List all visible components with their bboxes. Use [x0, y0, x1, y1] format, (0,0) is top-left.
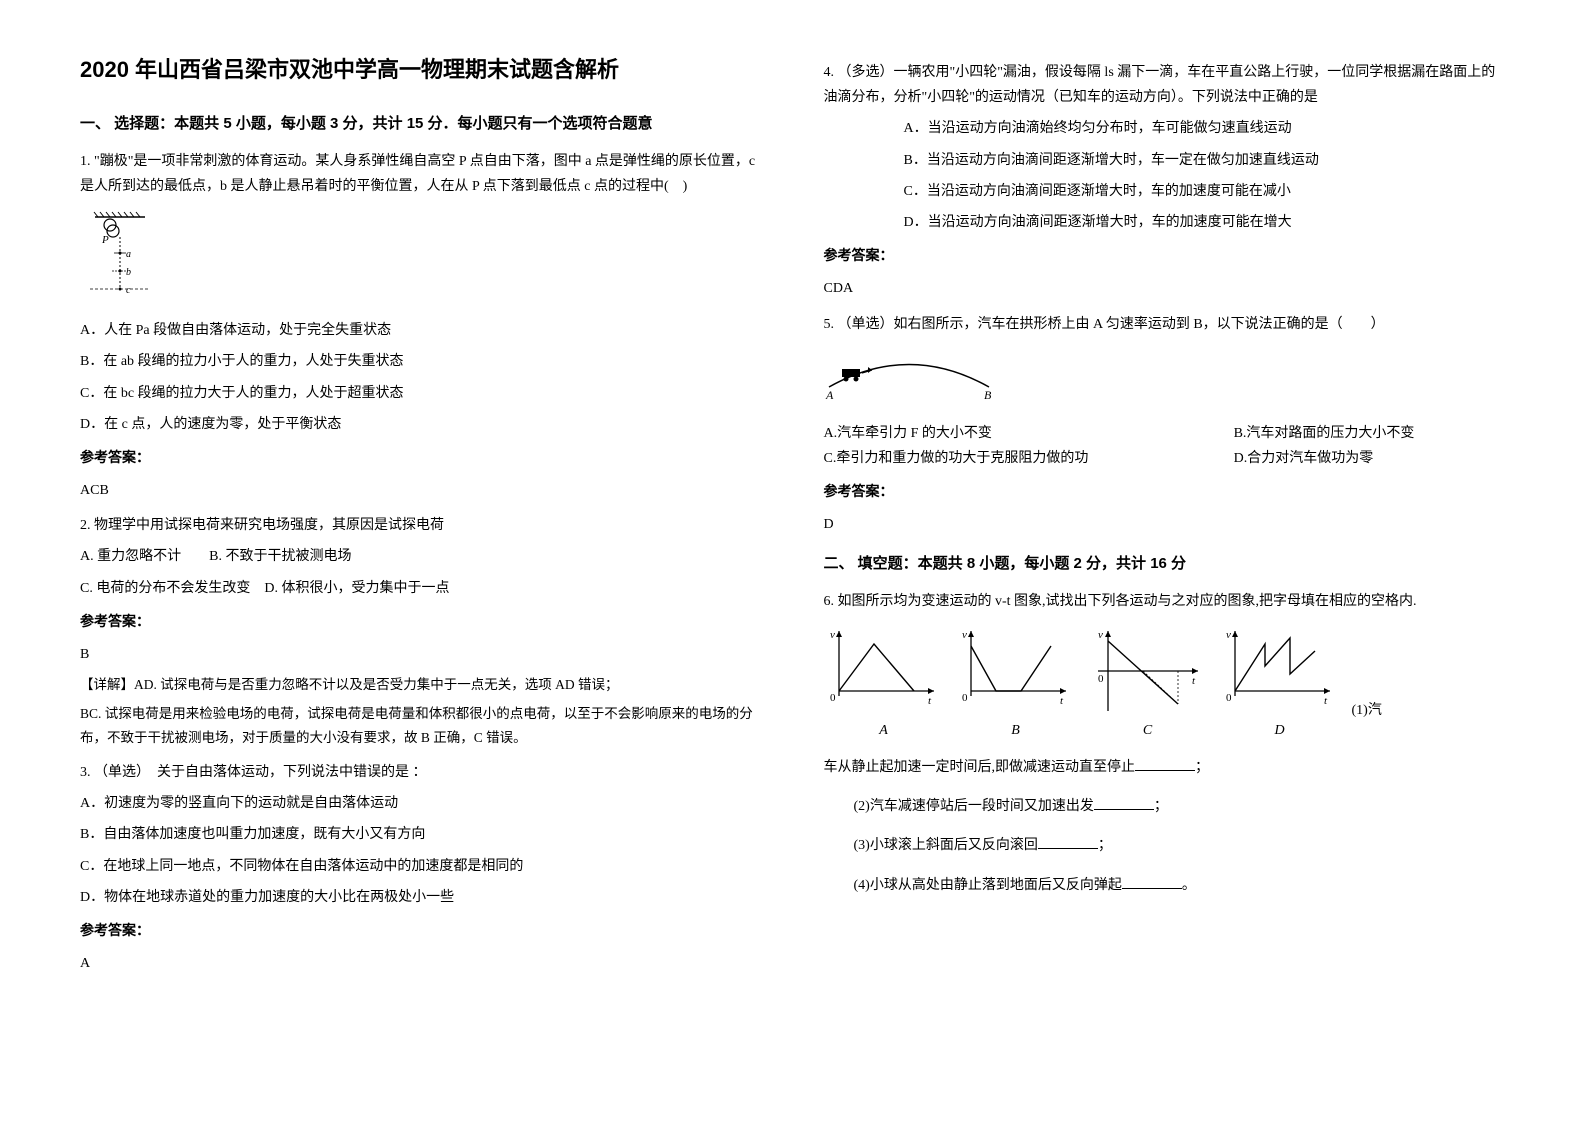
q5-opt-a: A.汽车牵引力 F 的大小不变: [824, 421, 1234, 446]
period-4: 。: [1182, 878, 1196, 893]
q5-row-cd: C.牵引力和重力做的功大于克服阻力做的功 D.合力对汽车做功为零: [824, 446, 1508, 471]
semi-1: ；: [1195, 760, 1209, 775]
blank-4[interactable]: [1122, 874, 1182, 889]
q3-answer-label: 参考答案：: [80, 918, 764, 943]
q1-opt-a: A．人在 Pa 段做自由落体运动，处于完全失重状态: [80, 318, 764, 343]
chart-a-label: A: [824, 718, 944, 743]
q1-opt-b: B．在 ab 段绳的拉力小于人的重力，人处于失重状态: [80, 349, 764, 374]
q3-answer: A: [80, 951, 764, 976]
q3-opt-b: B．自由落体加速度也叫重力加速度，既有大小又有方向: [80, 822, 764, 847]
svg-text:v: v: [830, 629, 835, 641]
q5-text: 5. （单选）如右图所示，汽车在拱形桥上由 A 匀速率运动到 B，以下说法正确的…: [824, 312, 1508, 337]
svg-text:t: t: [1192, 675, 1196, 687]
q1-text: 1. "蹦极"是一项非常刺激的体育运动。某人身系弹性绳自高空 P 点自由下落，图…: [80, 149, 764, 199]
question-1: 1. "蹦极"是一项非常刺激的体育运动。某人身系弹性绳自高空 P 点自由下落，图…: [80, 149, 764, 504]
q2-exp-1: 【详解】AD. 试探电荷与是否重力忽略不计以及是否受力集中于一点无关，选项 AD…: [80, 673, 764, 697]
blank-3[interactable]: [1038, 834, 1098, 849]
q4-answer: CDA: [824, 276, 1508, 301]
q6-sub1-text: 车从静止起加速一定时间后,即做减速运动直至停止: [824, 760, 1136, 775]
blank-2[interactable]: [1094, 795, 1154, 810]
q2-answer: B: [80, 642, 764, 667]
chart-b-label: B: [956, 718, 1076, 743]
q3-opt-a: A．初速度为零的竖直向下的运动就是自由落体运动: [80, 791, 764, 816]
q6-sub1-prefix: (1)汽: [1352, 698, 1382, 723]
q6-sub3-text: (3)小球滚上斜面后又反向滚回: [854, 838, 1038, 853]
chart-c-label: C: [1088, 718, 1208, 743]
q5-opt-d: D.合力对汽车做功为零: [1234, 446, 1507, 471]
svg-text:0: 0: [1226, 692, 1232, 704]
q1-diagram: P a b c: [80, 209, 764, 308]
svg-text:B: B: [984, 388, 992, 402]
question-2: 2. 物理学中用试探电荷来研究电场强度，其原因是试探电荷 A. 重力忽略不计 B…: [80, 513, 764, 750]
chart-c: v t 0 C: [1088, 626, 1208, 743]
q1-answer-label: 参考答案：: [80, 445, 764, 470]
q5-diagram: A B: [824, 347, 1508, 411]
question-5: 5. （单选）如右图所示，汽车在拱形桥上由 A 匀速率运动到 B，以下说法正确的…: [824, 312, 1508, 538]
q4-answer-label: 参考答案：: [824, 243, 1508, 268]
q5-answer-label: 参考答案：: [824, 479, 1508, 504]
q1-answer: ACB: [80, 478, 764, 503]
semi-3: ；: [1098, 838, 1112, 853]
blank-1[interactable]: [1135, 756, 1195, 771]
svg-text:b: b: [126, 267, 131, 278]
q1-opt-d: D．在 c 点，人的速度为零，处于平衡状态: [80, 412, 764, 437]
q4-opt-d: D．当沿运动方向油滴间距逐渐增大时，车的加速度可能在增大: [824, 210, 1508, 235]
right-column: 4. （多选）一辆农用"小四轮"漏油，假设每隔 ls 漏下一滴，车在平直公路上行…: [824, 50, 1508, 1072]
svg-text:0: 0: [1098, 673, 1104, 685]
section-2-header: 二、 填空题：本题共 8 小题，每小题 2 分，共计 16 分: [824, 550, 1508, 577]
q2-opt-cd: C. 电荷的分布不会发生改变 D. 体积很小，受力集中于一点: [80, 576, 764, 601]
q6-charts: v t 0 A v t 0: [824, 626, 1508, 743]
svg-text:0: 0: [830, 692, 836, 704]
q4-opt-c: C．当沿运动方向油滴间距逐渐增大时，车的加速度可能在减小: [824, 179, 1508, 204]
svg-text:v: v: [962, 629, 967, 641]
q3-text: 3. （单选） 关于自由落体运动，下列说法中错误的是 ：: [80, 760, 764, 785]
q4-opt-b: B．当沿运动方向油滴间距逐渐增大时，车一定在做匀加速直线运动: [824, 148, 1508, 173]
q2-text: 2. 物理学中用试探电荷来研究电场强度，其原因是试探电荷: [80, 513, 764, 538]
svg-text:A: A: [825, 388, 834, 402]
q3-opt-c: C．在地球上同一地点，不同物体在自由落体运动中的加速度都是相同的: [80, 854, 764, 879]
q3-opt-d: D．物体在地球赤道处的重力加速度的大小比在两极处小一些: [80, 885, 764, 910]
chart-b: v t 0 B: [956, 626, 1076, 743]
q6-sub4: (4)小球从高处由静止落到地面后又反向弹起 。: [824, 873, 1508, 898]
q1-opt-c: C．在 bc 段绳的拉力大于人的重力，人处于超重状态: [80, 381, 764, 406]
question-6: 6. 如图所示均为变速运动的 v-t 图象,试找出下列各运动与之对应的图象,把字…: [824, 589, 1508, 898]
q6-text: 6. 如图所示均为变速运动的 v-t 图象,试找出下列各运动与之对应的图象,把字…: [824, 589, 1508, 614]
svg-text:t: t: [928, 695, 932, 707]
section-1-header: 一、 选择题：本题共 5 小题，每小题 3 分，共计 15 分．每小题只有一个选…: [80, 110, 764, 137]
q6-sub4-text: (4)小球从高处由静止落到地面后又反向弹起: [854, 878, 1122, 893]
svg-text:P: P: [101, 234, 109, 246]
chart-d: v t 0 D: [1220, 626, 1340, 743]
q2-opt-ab: A. 重力忽略不计 B. 不致于干扰被测电场: [80, 544, 764, 569]
q4-text: 4. （多选）一辆农用"小四轮"漏油，假设每隔 ls 漏下一滴，车在平直公路上行…: [824, 60, 1508, 110]
q5-opt-b: B.汽车对路面的压力大小不变: [1234, 421, 1507, 446]
svg-text:v: v: [1226, 629, 1231, 641]
left-column: 2020 年山西省吕梁市双池中学高一物理期末试题含解析 一、 选择题：本题共 5…: [80, 50, 764, 1072]
q2-exp-2: BC. 试探电荷是用来检验电场的电荷，试探电荷是电荷量和体积都很小的点电荷，以至…: [80, 702, 764, 751]
question-4: 4. （多选）一辆农用"小四轮"漏油，假设每隔 ls 漏下一滴，车在平直公路上行…: [824, 60, 1508, 302]
q2-answer-label: 参考答案：: [80, 609, 764, 634]
chart-d-label: D: [1220, 718, 1340, 743]
svg-text:a: a: [126, 249, 131, 260]
page: 2020 年山西省吕梁市双池中学高一物理期末试题含解析 一、 选择题：本题共 5…: [0, 0, 1587, 1122]
q4-opt-a: A．当沿运动方向油滴始终均匀分布时，车可能做匀速直线运动: [824, 116, 1508, 141]
question-3: 3. （单选） 关于自由落体运动，下列说法中错误的是 ： A．初速度为零的竖直向…: [80, 760, 764, 976]
q5-row-ab: A.汽车牵引力 F 的大小不变 B.汽车对路面的压力大小不变: [824, 421, 1508, 446]
q6-sub2-text: (2)汽车减速停站后一段时间又加速出发: [854, 799, 1094, 814]
svg-text:t: t: [1060, 695, 1064, 707]
q6-sub1: 车从静止起加速一定时间后,即做减速运动直至停止 ；: [824, 755, 1508, 780]
svg-text:v: v: [1098, 629, 1103, 641]
q5-answer: D: [824, 512, 1508, 537]
page-title: 2020 年山西省吕梁市双池中学高一物理期末试题含解析: [80, 50, 764, 90]
q6-sub2: (2)汽车减速停站后一段时间又加速出发 ；: [824, 794, 1508, 819]
svg-text:t: t: [1324, 695, 1328, 707]
semi-2: ；: [1154, 799, 1168, 814]
q6-sub3: (3)小球滚上斜面后又反向滚回 ；: [824, 833, 1508, 858]
chart-a: v t 0 A: [824, 626, 944, 743]
svg-text:0: 0: [962, 692, 968, 704]
q5-opt-c: C.牵引力和重力做的功大于克服阻力做的功: [824, 446, 1234, 471]
svg-text:c: c: [126, 285, 131, 296]
